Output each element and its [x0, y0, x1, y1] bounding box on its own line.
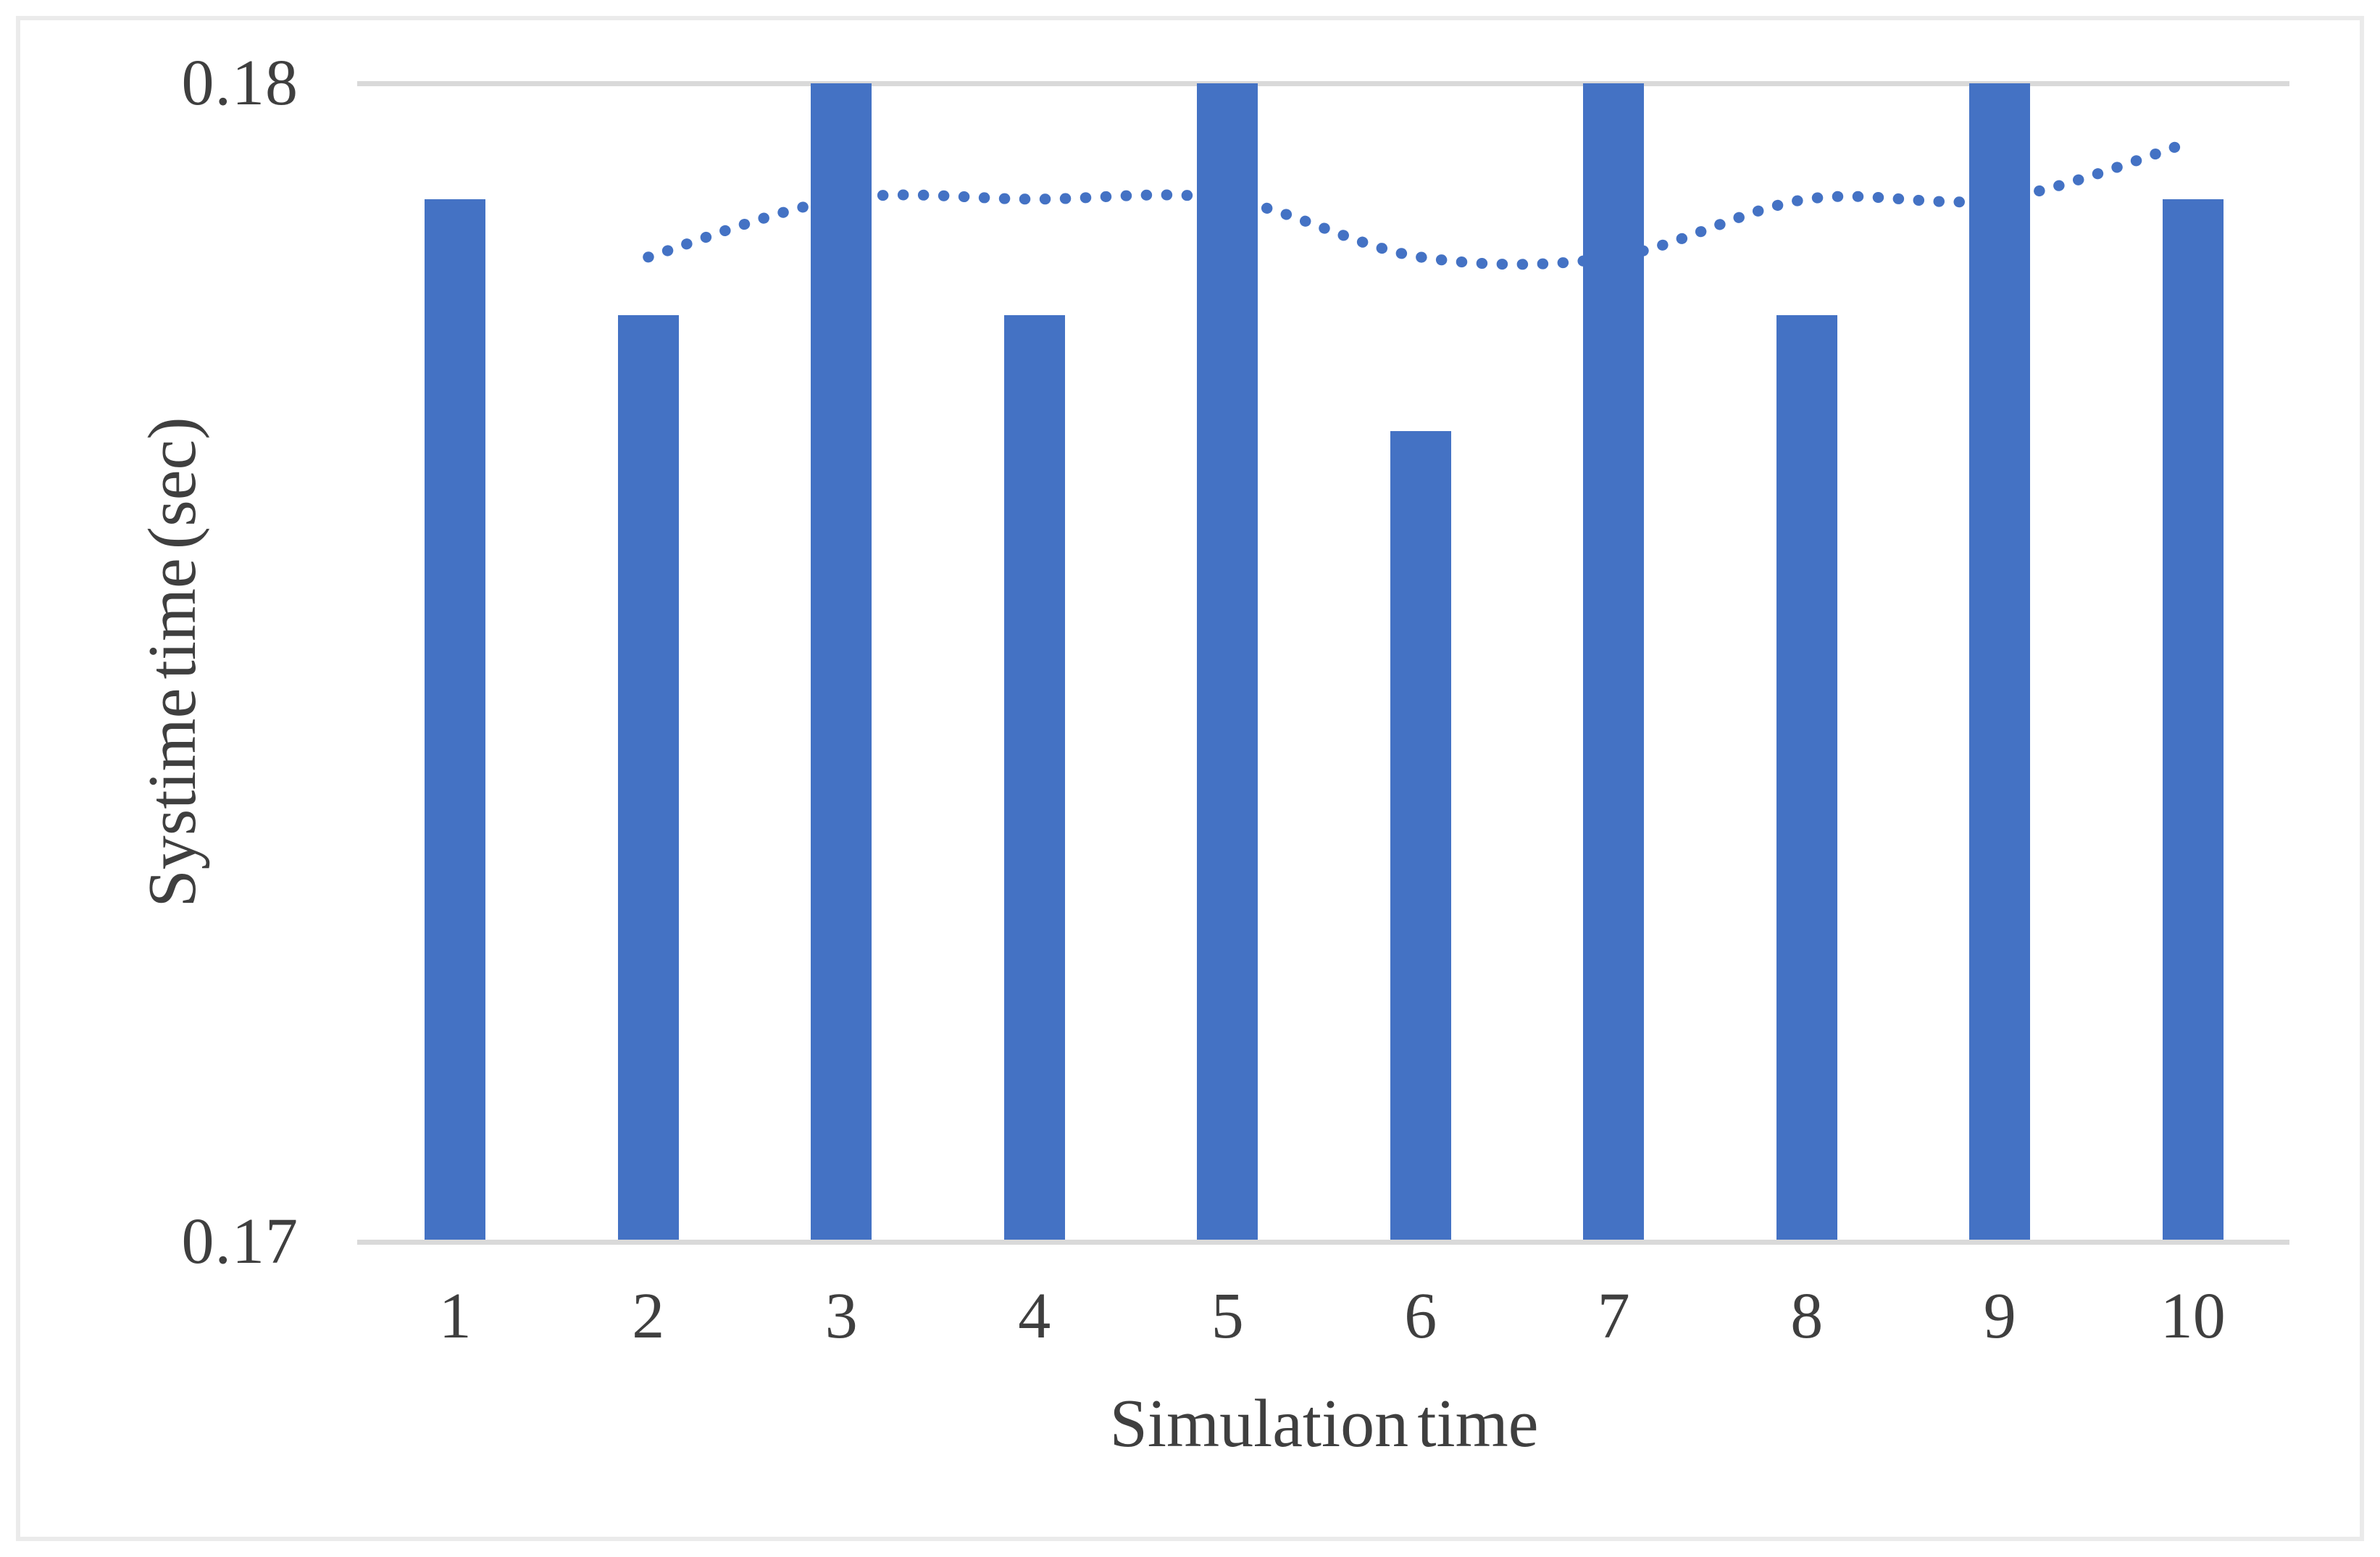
x-tick-label-7: 7 [1597, 1280, 1630, 1352]
bar-5 [1197, 83, 1258, 1242]
bar-8 [1776, 314, 1837, 1242]
bar-9 [1969, 83, 2031, 1242]
x-tick-label-1: 1 [438, 1280, 472, 1352]
x-tick-label-9: 9 [1983, 1280, 2016, 1352]
plot-area [357, 81, 2289, 1245]
y-axis-title: Systime time (sec) [135, 417, 210, 908]
x-tick-label-10: 10 [2160, 1280, 2226, 1352]
x-axis-title: Simulation time [1109, 1386, 1539, 1461]
bar-3 [811, 83, 872, 1242]
trendline-dotted-curve [643, 135, 2199, 270]
x-tick-label-4: 4 [1018, 1280, 1051, 1352]
x-tick-label-2: 2 [632, 1280, 665, 1352]
bar-2 [617, 314, 679, 1242]
bar-10 [2162, 199, 2224, 1242]
x-tick-label-3: 3 [824, 1280, 858, 1352]
bar-1 [425, 199, 486, 1242]
bars-container [359, 83, 2289, 1242]
gridline-0-18 [357, 81, 2289, 86]
x-axis-line-0-17 [357, 1240, 2289, 1245]
x-tick-label-6: 6 [1404, 1280, 1437, 1352]
x-tick-label-5: 5 [1211, 1280, 1244, 1352]
bar-4 [1003, 314, 1065, 1242]
y-tick-label-017: 0.17 [181, 1206, 298, 1277]
y-tick-label-018: 0.18 [181, 47, 298, 119]
trendline-path [643, 135, 2199, 270]
bar-7 [1583, 83, 1645, 1242]
x-tick-label-8: 8 [1790, 1280, 1824, 1352]
bar-6 [1390, 430, 1451, 1242]
